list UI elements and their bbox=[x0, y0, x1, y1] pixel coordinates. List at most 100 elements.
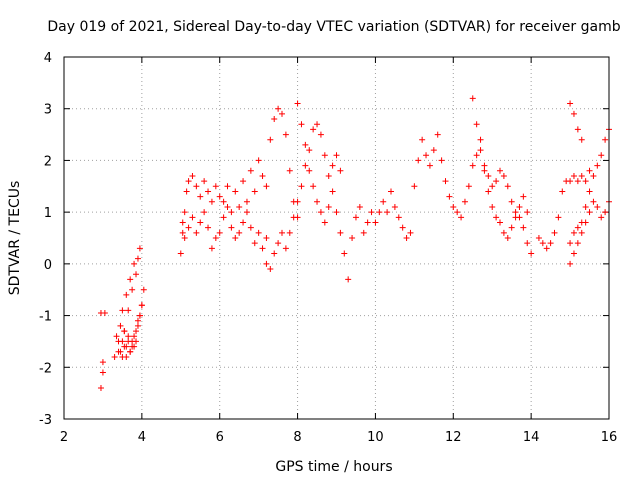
data-point bbox=[197, 219, 204, 226]
data-point bbox=[216, 193, 223, 200]
data-point bbox=[399, 224, 406, 231]
data-point bbox=[360, 229, 367, 236]
data-point bbox=[551, 229, 558, 236]
data-point bbox=[131, 343, 138, 350]
data-point bbox=[228, 209, 235, 216]
data-point bbox=[310, 126, 317, 133]
data-point bbox=[177, 250, 184, 257]
data-point bbox=[321, 152, 328, 159]
data-point bbox=[450, 203, 457, 210]
data-point bbox=[224, 183, 231, 190]
data-point bbox=[117, 322, 124, 329]
data-point bbox=[535, 235, 542, 241]
data-point bbox=[489, 203, 496, 210]
data-point bbox=[497, 219, 503, 226]
data-point bbox=[232, 188, 239, 195]
data-point bbox=[317, 209, 324, 216]
data-point bbox=[220, 198, 227, 205]
data-point bbox=[136, 312, 143, 319]
data-point bbox=[485, 172, 492, 179]
data-point bbox=[349, 235, 356, 241]
data-point bbox=[97, 384, 104, 391]
data-point bbox=[140, 286, 147, 293]
data-point bbox=[179, 229, 186, 236]
data-point bbox=[454, 209, 461, 216]
data-point bbox=[125, 333, 132, 340]
data-point bbox=[380, 198, 387, 205]
data-point bbox=[364, 219, 371, 226]
data-point bbox=[247, 224, 254, 231]
data-point bbox=[259, 172, 266, 179]
data-point bbox=[512, 214, 519, 221]
data-point bbox=[267, 266, 274, 273]
data-point bbox=[185, 178, 192, 185]
data-point bbox=[325, 172, 332, 179]
data-point bbox=[391, 203, 398, 210]
data-point bbox=[489, 183, 496, 190]
data-point bbox=[578, 219, 585, 226]
x-tick-label: 6 bbox=[216, 430, 224, 445]
data-point bbox=[574, 178, 581, 185]
y-tick-label: 4 bbox=[44, 51, 52, 66]
data-point bbox=[134, 322, 141, 329]
data-point bbox=[547, 240, 554, 247]
data-point bbox=[129, 338, 136, 345]
data-point bbox=[403, 235, 410, 241]
data-point bbox=[582, 203, 589, 210]
data-point bbox=[275, 240, 282, 247]
data-point bbox=[598, 152, 605, 159]
data-point bbox=[524, 240, 531, 247]
data-point bbox=[127, 276, 134, 283]
data-point bbox=[458, 214, 465, 221]
data-point bbox=[508, 198, 515, 205]
data-point bbox=[388, 188, 394, 195]
data-point bbox=[602, 136, 609, 143]
data-point bbox=[259, 245, 266, 252]
data-point bbox=[570, 229, 577, 236]
data-point bbox=[111, 353, 118, 360]
data-point bbox=[133, 328, 140, 335]
data-point bbox=[524, 209, 531, 216]
data-point bbox=[321, 219, 328, 226]
data-point bbox=[508, 224, 515, 231]
data-point bbox=[138, 302, 145, 309]
data-point bbox=[212, 183, 219, 190]
data-point bbox=[473, 152, 480, 159]
data-point bbox=[423, 152, 430, 159]
y-tick-label: 0 bbox=[44, 258, 52, 273]
data-point bbox=[578, 172, 585, 179]
data-point bbox=[294, 198, 301, 205]
data-point bbox=[345, 276, 352, 283]
data-point bbox=[586, 209, 593, 216]
x-axis-label: GPS time / hours bbox=[275, 459, 392, 475]
data-point bbox=[407, 229, 414, 236]
data-point bbox=[189, 214, 196, 221]
data-point bbox=[302, 162, 309, 169]
data-point bbox=[570, 110, 577, 117]
data-point bbox=[236, 203, 243, 210]
data-point bbox=[271, 250, 278, 257]
plot-frame bbox=[63, 56, 610, 420]
data-point bbox=[352, 214, 359, 221]
data-point bbox=[446, 193, 453, 200]
data-point bbox=[465, 183, 472, 190]
data-point bbox=[298, 183, 305, 190]
data-point bbox=[279, 229, 285, 236]
data-point bbox=[286, 167, 293, 174]
data-point bbox=[306, 147, 313, 154]
data-point bbox=[516, 203, 523, 210]
data-point bbox=[275, 105, 282, 112]
data-point bbox=[220, 214, 227, 221]
data-point bbox=[493, 178, 500, 185]
data-point bbox=[121, 328, 128, 335]
data-point bbox=[372, 219, 379, 226]
data-point bbox=[594, 203, 601, 210]
data-point bbox=[251, 240, 258, 247]
data-point bbox=[594, 162, 601, 169]
data-point bbox=[570, 250, 577, 257]
data-point bbox=[117, 348, 124, 355]
data-point bbox=[333, 152, 340, 159]
data-point bbox=[131, 333, 138, 340]
data-point bbox=[193, 183, 200, 190]
data-point bbox=[434, 131, 441, 138]
